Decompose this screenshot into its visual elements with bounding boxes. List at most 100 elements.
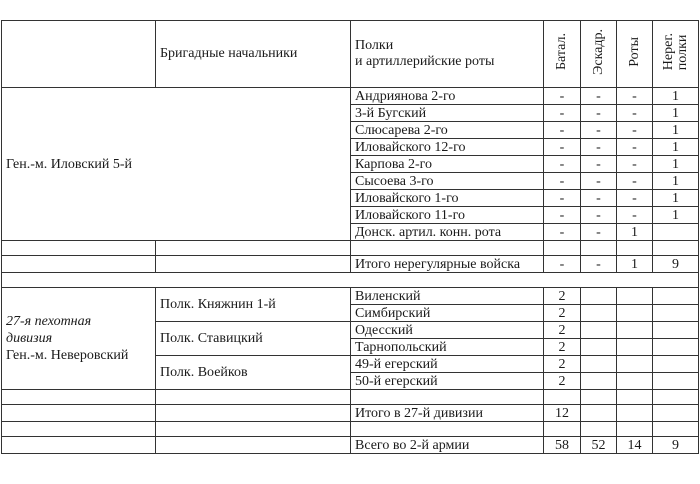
companies-value: [616, 287, 653, 305]
companies-value: -: [616, 138, 653, 156]
empty-cell: [652, 389, 699, 405]
regiment-name: Всего во 2-й армии: [350, 436, 544, 454]
battalions-value: -: [543, 206, 581, 224]
table-row: Донск. артил. конн. рота - -1: [2, 223, 699, 241]
squadrons-value: [580, 304, 617, 322]
companies-value: -: [616, 104, 653, 122]
empty-cell: [543, 240, 581, 256]
spacer-row: [1, 421, 699, 437]
regiment-name: Сысоева 3-го: [350, 172, 544, 190]
spacer-row: [1, 389, 699, 405]
irregular-value: 1: [652, 206, 699, 224]
irregular-value: 1: [652, 104, 699, 122]
table-row: Карпова 2-го - - -1: [2, 155, 699, 173]
squadrons-value: -: [580, 255, 617, 273]
irregular-value: 1: [652, 172, 699, 190]
battalions-value: -: [543, 223, 581, 241]
squadrons-value: 52: [580, 436, 617, 454]
division-commander: 27-я пехотная дивизия Ген.-м. Неверовский: [1, 287, 156, 390]
irregular-value: 1: [652, 121, 699, 139]
battalions-value: 12: [543, 404, 581, 422]
empty-cell: [580, 421, 617, 437]
squadrons-value: [580, 355, 617, 373]
companies-value: [616, 321, 653, 339]
companies-value: -: [616, 87, 653, 105]
squadrons-value: [580, 287, 617, 305]
companies-value: 14: [616, 436, 653, 454]
companies-value: -: [616, 155, 653, 173]
section1-total-row: Итого нерегулярные войска - -1 9: [1, 255, 699, 273]
companies-value: [616, 404, 653, 422]
empty-cell: [543, 389, 581, 405]
header-irregular-line2: полки: [674, 35, 690, 71]
battalions-value: -: [543, 189, 581, 207]
empty-cell: [350, 240, 544, 256]
empty-cell: [155, 436, 351, 454]
squadrons-value: -: [580, 189, 617, 207]
section1-commander: Ген.-м. Иловский 5-й: [1, 87, 351, 241]
empty-cell: [155, 404, 351, 422]
table-row: Симбирский 2: [2, 304, 699, 322]
battalions-value: -: [543, 255, 581, 273]
battalions-value: -: [543, 138, 581, 156]
irregular-value: [652, 287, 699, 305]
squadrons-value: -: [580, 104, 617, 122]
companies-value: -: [616, 121, 653, 139]
empty-cell: [616, 421, 653, 437]
companies-value: 1: [616, 223, 653, 241]
empty-cell: [580, 389, 617, 405]
companies-value: -: [616, 206, 653, 224]
irregular-value: 9: [652, 436, 699, 454]
irregular-value: [652, 321, 699, 339]
irregular-value: 1: [652, 189, 699, 207]
irregular-value: [652, 355, 699, 373]
header-irregular-text: Нерег. полки: [661, 33, 690, 71]
battalions-value: 2: [543, 304, 581, 322]
regiment-name: Итого нерегулярные войска: [350, 255, 544, 273]
brigade-commander: Полк. Ставицкий: [155, 321, 351, 356]
regiment-name: Виленский: [350, 287, 544, 305]
table-row: Ген.-м. Иловский 5-й Андриянова 2-го - - -1: [1, 87, 699, 241]
empty-cell: [1, 404, 156, 422]
battalions-value: 58: [543, 436, 581, 454]
empty-cell: [652, 421, 699, 437]
irregular-value: [652, 338, 699, 356]
spacer-row: [1, 240, 699, 256]
companies-value: 1: [616, 255, 653, 273]
header-regiments-line1: Полки: [355, 38, 394, 53]
table-row: Иловайского 1-го - - -1: [2, 189, 699, 207]
battalions-value: 2: [543, 287, 581, 305]
irregular-value: [652, 372, 699, 390]
header-irregular: Нерег. полки: [652, 20, 699, 88]
header-regiments: Полки и артиллерийские роты: [350, 20, 544, 88]
table-row: Тарнопольский 2: [2, 338, 699, 356]
header-battalions: Батал.: [543, 20, 581, 88]
regiment-name: Карпова 2-го: [350, 155, 544, 173]
companies-value: [616, 372, 653, 390]
battalions-value: 2: [543, 372, 581, 390]
squadrons-value: [580, 372, 617, 390]
table-row: 27-я пехотная дивизия Ген.-м. Неверовский П…: [1, 287, 699, 390]
squadrons-value: [580, 338, 617, 356]
brigade-commander: Полк. Княжнин 1-й: [155, 287, 351, 322]
squadrons-value: -: [580, 138, 617, 156]
irregular-value: 1: [652, 138, 699, 156]
irregular-value: [652, 304, 699, 322]
header-companies-text: Роты: [626, 37, 642, 67]
division-name-line1: 27-я пехотная: [6, 314, 92, 329]
companies-value: [616, 304, 653, 322]
full-spacer-row: [1, 272, 699, 288]
battalions-value: -: [543, 172, 581, 190]
squadrons-value: -: [580, 172, 617, 190]
grand-total-row: Всего во 2-й армии 58 52 14 9: [1, 436, 699, 454]
regiment-name: Одесский: [350, 321, 544, 339]
army-composition-table: Бригадные начальники Полки и артиллерийс…: [1, 20, 699, 454]
empty-cell: [1, 240, 156, 256]
companies-value: [616, 338, 653, 356]
battalions-value: -: [543, 87, 581, 105]
table-row: Слюсарева 2-го - - -1: [2, 121, 699, 139]
regiment-name: Иловайского 11-го: [350, 206, 544, 224]
empty-cell: [155, 421, 351, 437]
battalions-value: -: [543, 155, 581, 173]
empty-cell: [1, 421, 156, 437]
